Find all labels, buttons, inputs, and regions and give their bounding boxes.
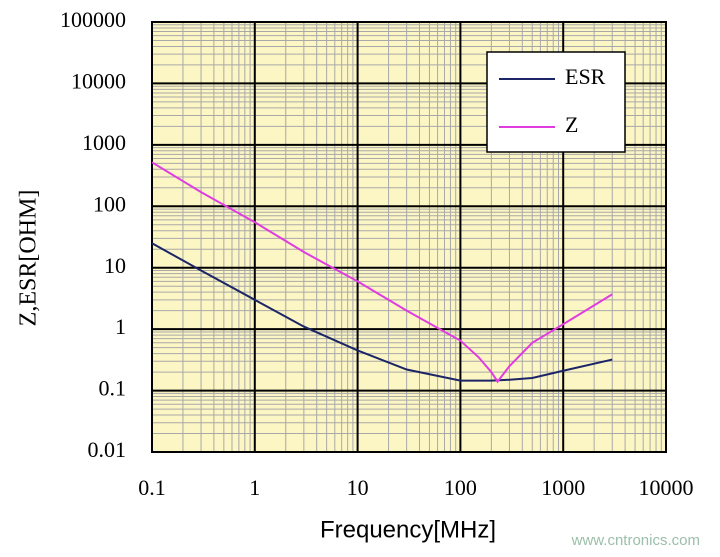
x-tick-label: 10000 (639, 475, 694, 500)
legend-box (486, 51, 626, 153)
y-tick-label: 10000 (71, 68, 126, 93)
x-tick-label: 1 (249, 475, 260, 500)
y-tick-label: 100000 (60, 7, 126, 32)
x-tick-label: 100 (444, 475, 477, 500)
legend-label: Z (565, 112, 578, 137)
x-tick-label: 0.1 (138, 475, 166, 500)
x-tick-label: 10 (347, 475, 369, 500)
y-tick-label: 100 (93, 191, 126, 216)
plot-frame (151, 21, 667, 453)
y-tick-label: 10 (104, 253, 126, 278)
y-tick-label: 1000 (82, 130, 126, 155)
y-axis-label: Z,ESR[OHM] (16, 190, 42, 327)
y-tick-label: 0.1 (99, 376, 127, 401)
data-line (151, 242, 613, 382)
legend-label: ESR (565, 64, 606, 89)
data-line (151, 161, 613, 384)
y-tick-label: 0.01 (88, 437, 127, 462)
watermark: www.cntronics.com (571, 532, 700, 549)
y-tick-label: 1 (115, 314, 126, 339)
x-tick-label: 1000 (541, 475, 585, 500)
x-axis-label: Frequency[MHz] (320, 516, 496, 543)
